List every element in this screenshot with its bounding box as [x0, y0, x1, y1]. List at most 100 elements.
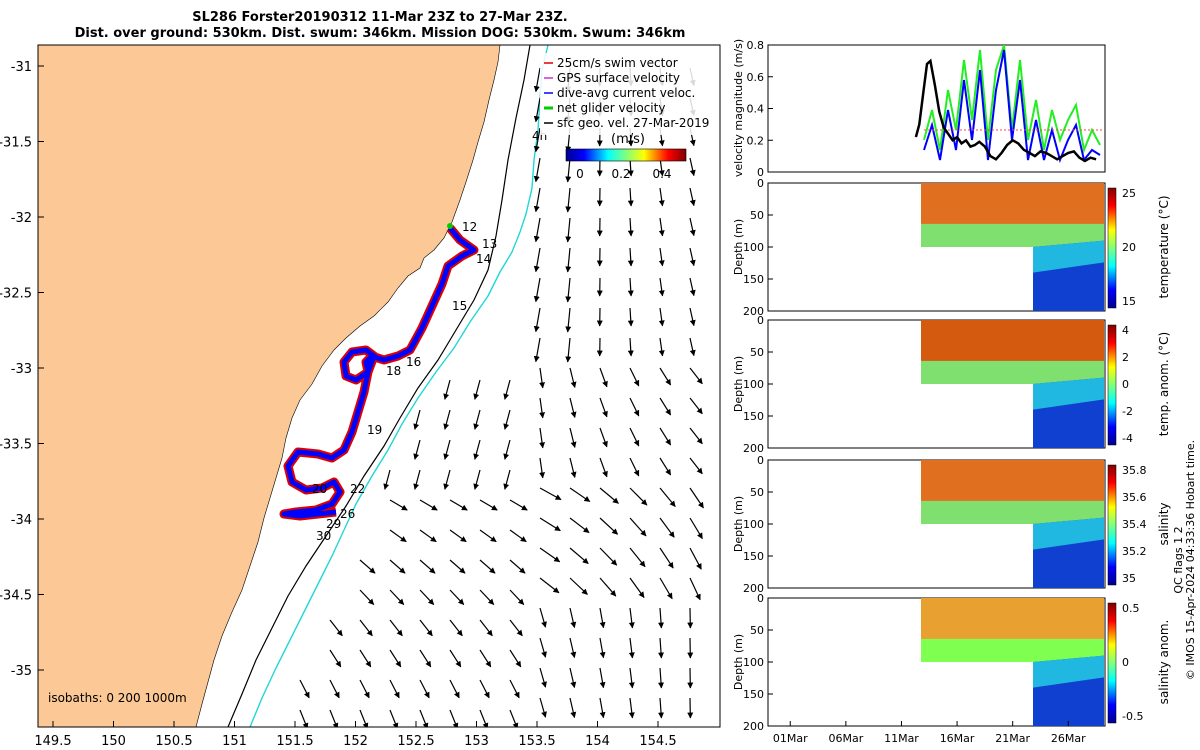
depth-ytick: 50 [750, 486, 764, 499]
lat-tick-label: -33 [11, 362, 32, 377]
depth-ytick: 100 [743, 518, 764, 531]
section-surface-layer [921, 598, 1104, 639]
depth-ytick: 50 [750, 209, 764, 222]
section-colorbar-label: temperature (°C) [1157, 196, 1171, 299]
velocity-ytick: 0 [757, 166, 764, 179]
colorbar-tick: -0.5 [1122, 710, 1143, 723]
depth-section-panel: 0 50 100 150 200 Depth (m) -0.5 0 0.5 salinity an… [732, 592, 1171, 733]
velocity-vector-field [299, 67, 704, 727]
time-xtick: 01Mar [773, 732, 808, 745]
colorbar-tick: 4 [1122, 324, 1129, 337]
track-label: 29 [326, 517, 341, 531]
depth-ytick: 200 [743, 720, 764, 733]
colorbar-tick: -4 [1122, 432, 1133, 445]
section-colorbar [1107, 464, 1117, 586]
colorbar-title: (m/s) [611, 132, 645, 147]
section-blank [921, 384, 1033, 413]
lon-tick-label: 154 [585, 734, 610, 749]
section-surface-layer [921, 320, 1104, 361]
colorbar-tick: 35.6 [1122, 491, 1147, 504]
section-surface-layer [921, 460, 1104, 501]
depth-ytick: 0 [757, 454, 764, 467]
track-label: 15 [452, 299, 467, 313]
lon-tick-label: 150.5 [155, 734, 192, 749]
lon-tick-label: 153 [464, 734, 489, 749]
section-mid-layer [921, 638, 1104, 662]
lon-tick-label: 151.5 [276, 734, 313, 749]
depth-section-panel: 0 50 100 150 200 Depth (m) -4 -2 0 2 4 temp. anom. … [732, 314, 1171, 455]
depth-ytick: 100 [743, 656, 764, 669]
depth-ytick: 100 [743, 241, 764, 254]
map-legend: 25cm/s swim vector GPS surface velocity … [540, 53, 710, 135]
velocity-ytick: 0.6 [747, 71, 765, 84]
track-label: 19 [367, 423, 382, 437]
section-thermocline [1033, 377, 1104, 410]
section-blank [921, 662, 1033, 691]
depth-ytick: 50 [750, 346, 764, 359]
lat-tick-label: -34.5 [0, 589, 32, 604]
isobath-200m [227, 45, 531, 727]
colorbar-tick: 35.8 [1122, 464, 1147, 477]
velocity-ytick: 0.2 [747, 134, 765, 147]
isobaths-label: isobaths: 0 200 1000m [48, 691, 187, 705]
colorbar-tick: 2 [1122, 351, 1129, 364]
depth-ylabel: Depth (m) [732, 634, 745, 690]
time-xtick: 21Mar [995, 732, 1030, 745]
track-label: 30 [316, 529, 331, 543]
section-colorbar [1107, 602, 1117, 724]
track-label: 22 [350, 482, 365, 496]
section-mid-layer [921, 500, 1104, 524]
colorbar-tick: 0 [1122, 656, 1129, 669]
lat-tick-label: -31.5 [0, 136, 32, 151]
track-label: 18 [386, 364, 401, 378]
velocity-ytick: 0.4 [747, 103, 765, 116]
land-area [38, 45, 501, 727]
legend-sfc-geo-vel: sfc geo. vel. 27-Mar-2019 [557, 116, 709, 130]
section-blank [921, 524, 1033, 553]
section-thermocline [1033, 240, 1104, 273]
colorbar-tick: 25 [1122, 187, 1136, 200]
depth-ylabel: Depth (m) [732, 356, 745, 412]
depth-ytick: 150 [743, 273, 764, 286]
depth-section-panel: 0 50 100 150 200 Depth (m) 35 35.2 35.4 35.6 35.8 s… [732, 454, 1171, 595]
legend-swim-vector: 25cm/s swim vector [557, 56, 678, 70]
depth-section-panel: 0 50 100 150 200 Depth (m) 15 20 25 temperature (… [732, 177, 1171, 318]
lon-tick-label: 153.5 [518, 734, 555, 749]
figure-title-line2: Dist. over ground: 530km. Dist. swum: 34… [74, 26, 686, 41]
lat-tick-label: -34 [11, 513, 32, 528]
velocity-series-line [914, 58, 1097, 163]
velocity-ylabel: velocity magnitude (m/s) [732, 39, 745, 177]
depth-ytick: 0 [757, 177, 764, 190]
colorbar-tick: 15 [1122, 295, 1136, 308]
section-surface-layer [921, 183, 1104, 224]
track-label: 20 [312, 482, 327, 496]
section-colorbar-label: temp. anom. (°C) [1157, 332, 1171, 436]
glider-track [279, 223, 479, 521]
track-blue [281, 226, 477, 519]
lon-tick-label: 152 [343, 734, 368, 749]
colorbar-tick: -2 [1122, 405, 1133, 418]
lat-tick-label: -32 [11, 211, 32, 226]
time-xtick: 06Mar [828, 732, 863, 745]
depth-ytick: 150 [743, 688, 764, 701]
colorbar-tick: 20 [1122, 241, 1136, 254]
colorbar-tick: 0.5 [1122, 602, 1140, 615]
depth-ylabel: Depth (m) [732, 496, 745, 552]
depth-ytick: 0 [757, 592, 764, 605]
colorbar-tick: 35.4 [1122, 518, 1147, 531]
depth-ytick: 200 [743, 305, 764, 318]
colorbar-tick: 35.2 [1122, 545, 1147, 558]
footer-copyright-note: © IMOS 15-Apr-2024 04:33:36 Hobart time. [1184, 440, 1197, 680]
velocity-colorbar: (m/s) 0 0.2 0.4 [565, 132, 687, 181]
legend-dive-avg-velocity: dive-avg current veloc. [557, 86, 695, 100]
time-xtick: 11Mar [884, 732, 919, 745]
depth-ytick: 200 [743, 442, 764, 455]
depth-ytick: 150 [743, 410, 764, 423]
lon-tick-label: 151 [222, 734, 247, 749]
colorbar-tick: 0 [576, 167, 584, 181]
track-label: 14 [476, 252, 491, 266]
depth-ytick: 100 [743, 378, 764, 391]
depth-ytick: 0 [757, 314, 764, 327]
section-colorbar [1107, 187, 1117, 309]
colorbar-tick: 35 [1122, 572, 1136, 585]
